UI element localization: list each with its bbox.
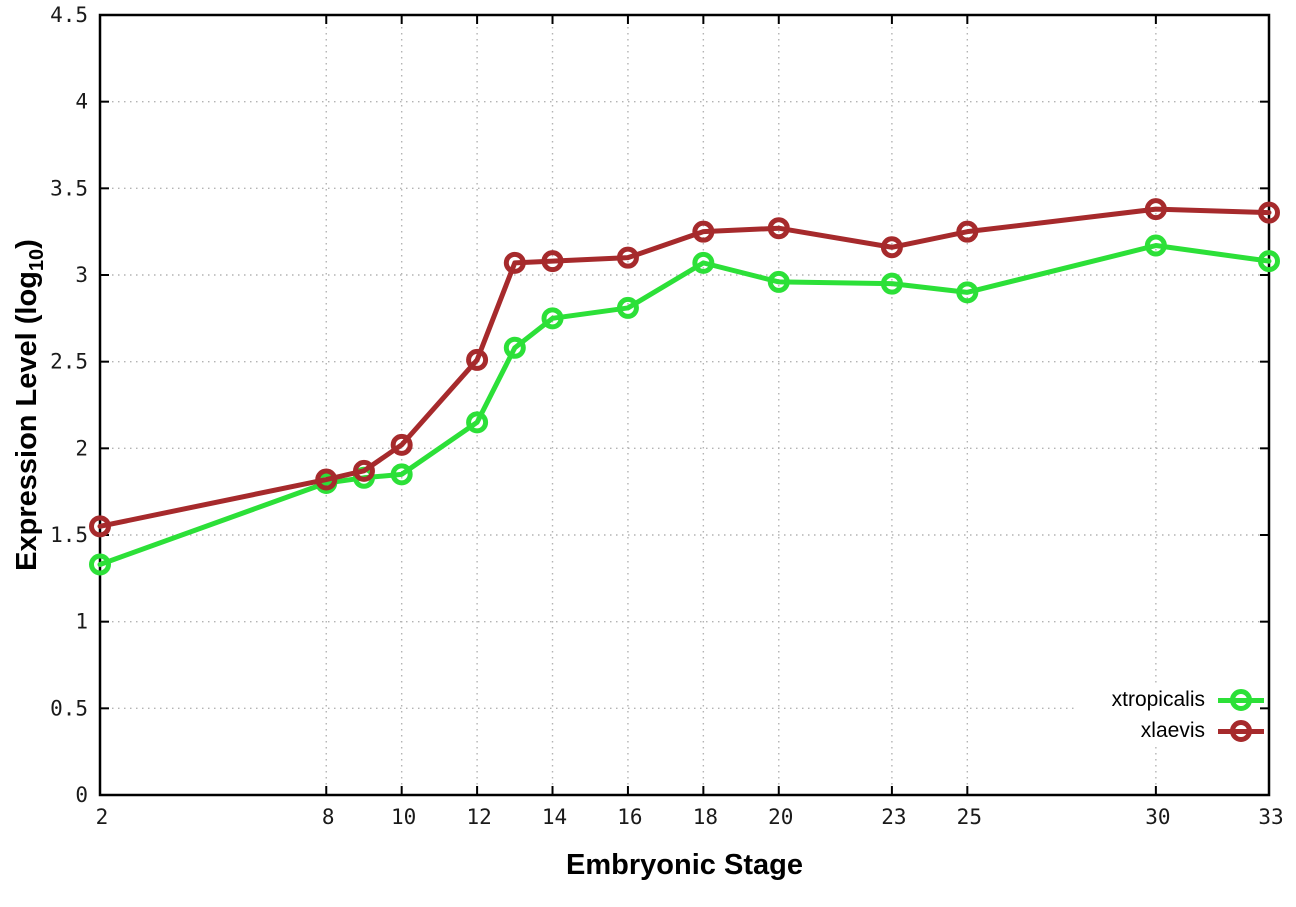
legend-item-xtropicalis: xtropicalis bbox=[1112, 685, 1264, 714]
x-tick-label-14: 14 bbox=[542, 805, 567, 829]
marker-xtropicalis-stage-33 bbox=[1258, 250, 1280, 273]
x-tick-label-25: 25 bbox=[957, 805, 982, 829]
marker-xlaevis-stage-18 bbox=[692, 220, 715, 243]
x-tick-label-30: 30 bbox=[1145, 805, 1170, 829]
y-tick-label-0.5: 0.5 bbox=[50, 696, 88, 720]
marker-xtropicalis-stage-10 bbox=[390, 463, 413, 486]
y-axis-title: Expression Level (log10) bbox=[11, 239, 49, 571]
marker-xtropicalis-stage-13 bbox=[503, 336, 526, 359]
marker-xlaevis-stage-10 bbox=[390, 433, 413, 456]
x-tick-label-23: 23 bbox=[881, 805, 906, 829]
y-axis-title-suffix: ) bbox=[11, 239, 44, 249]
y-tick-label-4.5: 4.5 bbox=[50, 3, 88, 27]
y-tick-label-2.5: 2.5 bbox=[50, 350, 88, 374]
marker-xtropicalis-stage-12 bbox=[466, 411, 489, 434]
marker-xlaevis-stage-33 bbox=[1258, 201, 1280, 224]
legend-swatch-xtropicalis bbox=[1218, 688, 1264, 712]
legend-label-xtropicalis: xtropicalis bbox=[1111, 688, 1205, 711]
marker-xtropicalis-stage-2 bbox=[89, 553, 111, 576]
x-tick-label-18: 18 bbox=[693, 805, 718, 829]
marker-xlaevis-stage-8 bbox=[315, 468, 338, 491]
x-tick-label-8: 8 bbox=[322, 805, 335, 829]
marker-xlaevis-stage-20 bbox=[767, 217, 790, 240]
y-axis-title-text: Expression Level (log bbox=[11, 271, 44, 571]
marker-xlaevis-stage-14 bbox=[541, 250, 564, 273]
x-tick-label-2: 2 bbox=[96, 805, 109, 829]
marker-xtropicalis-stage-30 bbox=[1144, 234, 1167, 257]
marker-xtropicalis-stage-25 bbox=[956, 281, 979, 304]
marker-xlaevis-stage-9 bbox=[352, 459, 375, 482]
legend: xtropicalis xlaevis bbox=[1112, 685, 1264, 745]
marker-xlaevis-stage-25 bbox=[956, 220, 979, 243]
y-tick-label-1.5: 1.5 bbox=[50, 523, 88, 547]
x-tick-label-33: 33 bbox=[1258, 805, 1283, 829]
marker-xlaevis-stage-23 bbox=[880, 236, 903, 259]
y-tick-label-4: 4 bbox=[75, 90, 88, 114]
plot-border bbox=[98, 13, 1271, 797]
marker-xtropicalis-stage-20 bbox=[767, 270, 790, 293]
x-tick-label-12: 12 bbox=[466, 805, 491, 829]
marker-xtropicalis-stage-23 bbox=[880, 272, 903, 295]
series-line-xlaevis bbox=[97, 206, 1272, 529]
legend-label-xlaevis: xlaevis bbox=[1140, 719, 1205, 742]
marker-xlaevis-stage-30 bbox=[1144, 198, 1167, 221]
marker-xtropicalis-stage-16 bbox=[616, 296, 639, 319]
legend-item-xlaevis: xlaevis bbox=[1112, 716, 1264, 745]
y-tick-label-0: 0 bbox=[75, 783, 88, 807]
x-axis-title: Embryonic Stage bbox=[566, 849, 803, 881]
marker-xtropicalis-stage-14 bbox=[541, 307, 564, 330]
marker-xlaevis-stage-12 bbox=[466, 348, 489, 371]
marker-xtropicalis-stage-18 bbox=[692, 251, 715, 274]
y-tick-label-2: 2 bbox=[75, 436, 88, 460]
marker-xlaevis-stage-13 bbox=[503, 251, 526, 274]
y-tick-label-1: 1 bbox=[75, 610, 88, 634]
y-tick-label-3: 3 bbox=[75, 263, 88, 287]
y-tick-label-3.5: 3.5 bbox=[50, 176, 88, 200]
series-line-xtropicalis bbox=[97, 243, 1272, 567]
legend-marker-icon-xlaevis bbox=[1230, 719, 1252, 742]
marker-xlaevis-stage-2 bbox=[89, 515, 111, 538]
x-tick-label-20: 20 bbox=[768, 805, 793, 829]
y-axis-title-subscript: 10 bbox=[25, 248, 48, 272]
x-tick-label-10: 10 bbox=[391, 805, 416, 829]
marker-xlaevis-stage-16 bbox=[616, 246, 639, 269]
x-tick-label-16: 16 bbox=[617, 805, 642, 829]
legend-marker-icon-xtropicalis bbox=[1230, 688, 1252, 711]
legend-swatch-xlaevis bbox=[1218, 719, 1264, 743]
